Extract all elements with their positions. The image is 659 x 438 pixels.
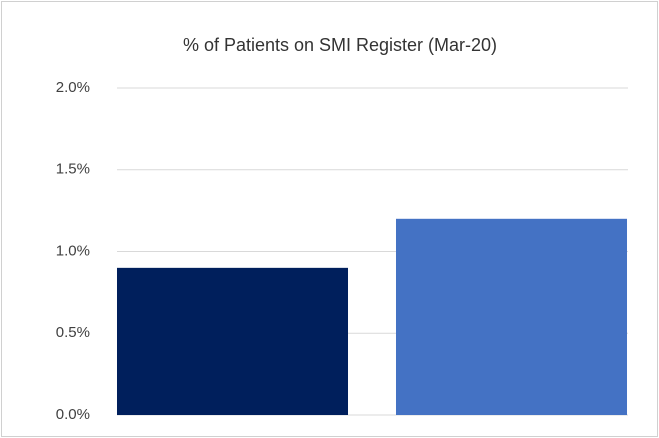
y-tick-label: 0.0% <box>56 406 90 423</box>
bar <box>116 267 349 415</box>
y-tick-label: 2.0% <box>56 79 90 96</box>
y-tick-label: 1.5% <box>56 161 90 178</box>
chart-title: % of Patients on SMI Register (Mar-20) <box>183 35 497 55</box>
y-tick-label: 1.0% <box>56 242 90 259</box>
y-tick-label: 0.5% <box>56 324 90 341</box>
bar <box>395 218 628 415</box>
